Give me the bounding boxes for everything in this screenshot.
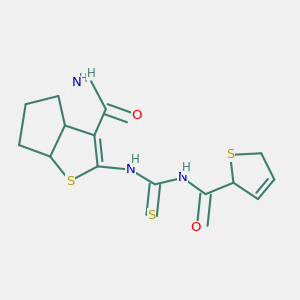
Text: S: S	[226, 148, 234, 161]
Text: H: H	[182, 161, 190, 175]
Text: N: N	[71, 76, 81, 89]
Text: H: H	[131, 153, 140, 166]
Text: H: H	[87, 67, 95, 80]
Text: S: S	[66, 175, 74, 188]
Text: O: O	[190, 221, 201, 234]
Text: H: H	[79, 71, 87, 85]
Text: O: O	[132, 109, 142, 122]
Text: S: S	[147, 209, 156, 222]
Text: N: N	[178, 171, 188, 184]
Text: N: N	[125, 163, 135, 176]
